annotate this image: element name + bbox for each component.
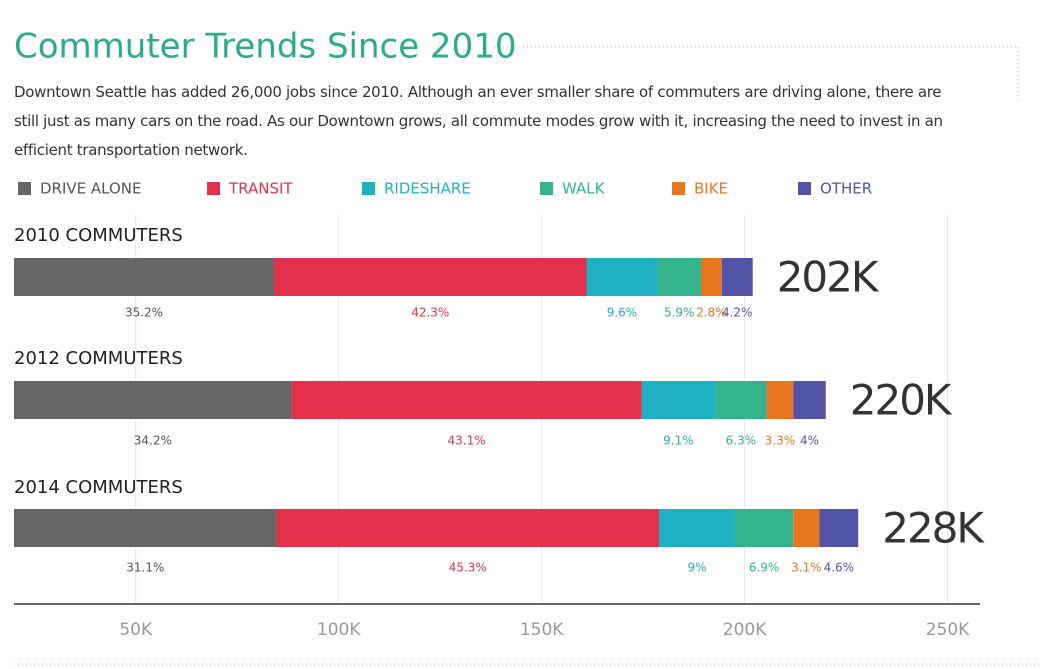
data-label: 34.2% [134,434,172,448]
legend-swatch [362,182,375,195]
category-label: 2012 COMMUTERS [14,348,183,369]
subtitle: Downtown Seattle has added 26,000 jobs s… [14,83,943,159]
bar-segment [14,509,277,547]
legend-swatch [540,182,553,195]
bar-segment [734,509,794,547]
data-label: 35.2% [125,306,163,320]
chart-title: Commuter Trends Since 2010 [14,27,516,67]
legend-swatch [207,182,220,195]
data-label: 6.9% [749,561,780,575]
bar-segment [586,258,658,296]
bar-segment [715,381,767,419]
x-tick-label: 200K [723,620,767,640]
legend-label: RIDESHARE [384,180,471,198]
legend-label: DRIVE ALONE [40,180,142,198]
bar-segment [14,258,275,296]
bar-segment [700,258,722,296]
data-label: 4% [800,434,819,448]
legend-label: BIKE [694,180,728,198]
bar-segment [14,381,292,419]
data-label: 45.3% [449,561,487,575]
legend-swatch [672,182,685,195]
data-label: 31.1% [126,561,164,575]
x-tick-label: 250K [926,620,970,640]
legend-label: TRANSIT [228,180,293,198]
legend-label: OTHER [820,180,872,198]
bar-segment [657,258,701,296]
bar-segment [793,381,826,419]
x-tick-label: 50K [119,620,153,640]
legend-swatch [798,182,811,195]
category-label: 2010 COMMUTERS [14,225,183,246]
legend-swatch [18,182,31,195]
x-tick-label: 150K [520,620,564,640]
data-label: 42.3% [411,306,449,320]
data-label: 5.9% [664,306,695,320]
bar-segment [276,509,659,547]
data-label: 9% [687,561,706,575]
data-label: 9.6% [607,306,638,320]
data-label: 43.1% [447,434,485,448]
bar-segment [291,381,642,419]
bar-segment [658,509,735,547]
data-label: 6.3% [726,434,757,448]
bar-segment [819,509,859,547]
data-label: 2.8% [696,306,727,320]
legend-label: WALK [562,180,606,198]
total-label: 220K [850,376,953,425]
data-label: 3.3% [765,434,796,448]
data-label: 4.6% [824,561,855,575]
data-label: 9.1% [663,434,694,448]
data-label: 3.1% [791,561,822,575]
category-label: 2014 COMMUTERS [14,477,183,498]
total-label: 228K [882,504,985,553]
bar-segment [721,258,753,296]
x-tick-label: 100K [317,620,361,640]
total-label: 202K [777,253,880,302]
bar-segment [793,509,820,547]
bar-segment [641,381,716,419]
bar-segment [274,258,587,296]
bar-segment [766,381,794,419]
data-label: 4.2% [722,306,753,320]
